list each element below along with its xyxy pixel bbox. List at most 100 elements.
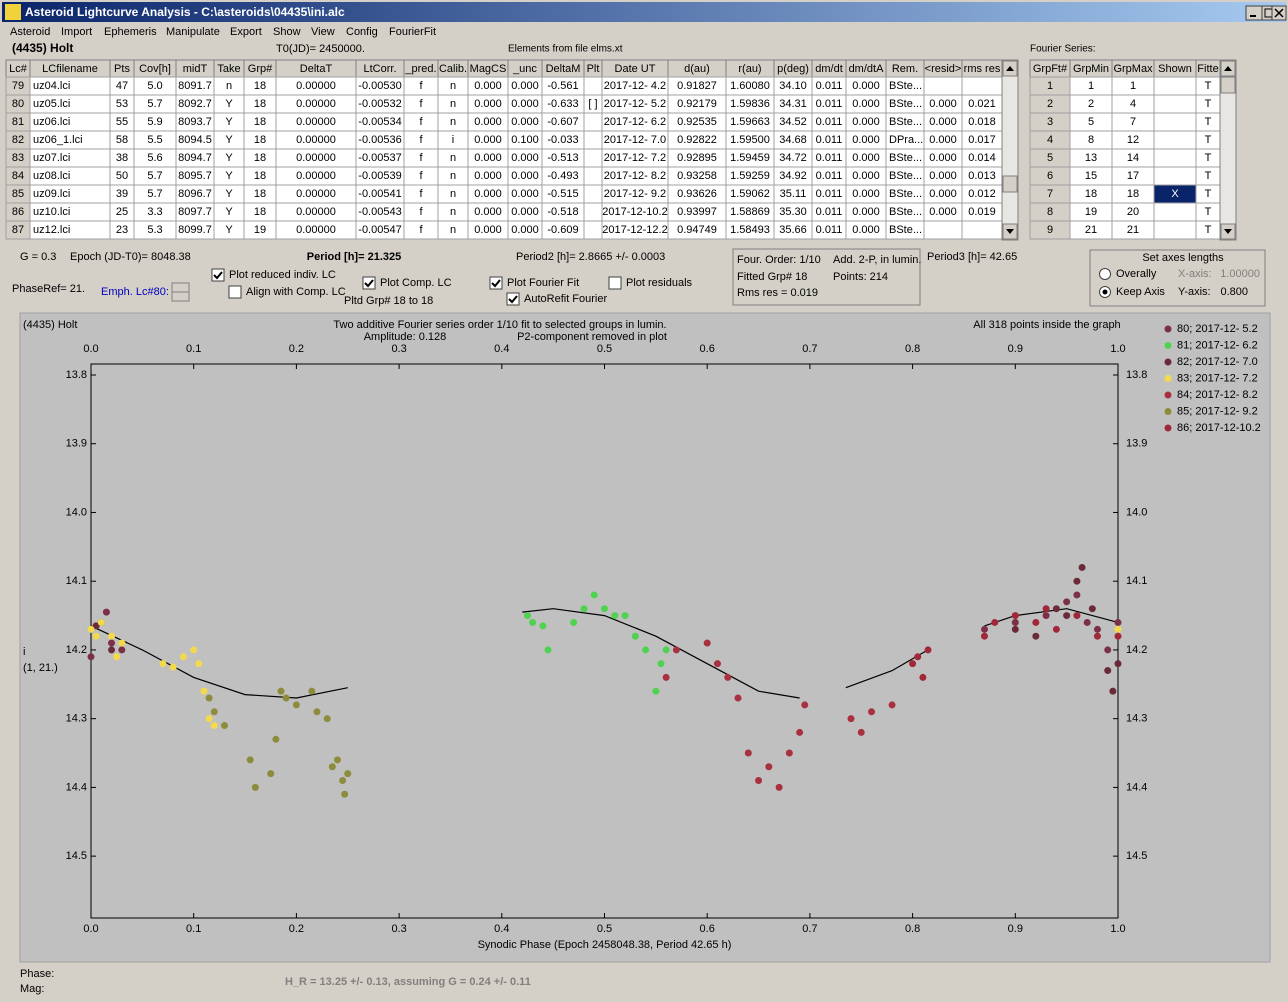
- scrollbar[interactable]: [1219, 59, 1237, 241]
- legend-label[interactable]: 83; 2017-12- 7.2: [1177, 372, 1258, 384]
- menu-item[interactable]: FourierFit: [389, 26, 436, 38]
- fourier-table[interactable]: GrpFt#123456789GrpMin12581315181921GrpMa…: [1029, 59, 1221, 240]
- cell[interactable]: [961, 76, 1003, 96]
- cell[interactable]: [1153, 130, 1197, 150]
- radio[interactable]: [1099, 268, 1111, 280]
- x-tick-label: 0.5: [597, 343, 612, 355]
- data-point: [118, 646, 126, 654]
- cell-text: 0.000: [929, 206, 957, 218]
- data-point: [179, 653, 187, 661]
- cell-text: 0.013: [968, 170, 996, 182]
- column-header: Date UT: [615, 63, 656, 75]
- window-buttons[interactable]: [1245, 5, 1287, 21]
- cell-text: 0.000: [474, 80, 502, 92]
- menu-item[interactable]: View: [311, 26, 335, 38]
- scroll-thumb[interactable]: [1220, 76, 1236, 94]
- cell[interactable]: [961, 220, 1003, 240]
- icon: [1224, 229, 1232, 234]
- checkbox[interactable]: [362, 276, 376, 290]
- legend-label[interactable]: 86; 2017-12-10.2: [1177, 422, 1261, 434]
- cell[interactable]: [1153, 220, 1197, 240]
- menu-item[interactable]: Manipulate: [166, 26, 220, 38]
- legend-label[interactable]: 84; 2017-12- 8.2: [1177, 389, 1258, 401]
- menu-item[interactable]: Ephemeris: [104, 26, 157, 38]
- checkbox[interactable]: [608, 276, 622, 290]
- cell[interactable]: [583, 112, 603, 132]
- cell[interactable]: [583, 166, 603, 186]
- data-point: [888, 701, 896, 709]
- column-header: Take: [217, 63, 240, 75]
- column-header: Grp#: [248, 63, 273, 75]
- cell-text: 18: [254, 152, 266, 164]
- data-point: [590, 591, 598, 599]
- cell-text: n: [450, 116, 456, 128]
- cell-text: T: [1205, 188, 1212, 200]
- cell-text: 1.59259: [730, 170, 770, 182]
- checkbox[interactable]: [211, 268, 225, 282]
- scrollbar[interactable]: [1001, 59, 1019, 241]
- cell-text: uz10.lci: [33, 206, 70, 218]
- cell-text: 0.000: [511, 80, 539, 92]
- spin-down[interactable]: [171, 291, 190, 302]
- cell-text: 1.59500: [730, 134, 770, 146]
- cell[interactable]: [1153, 202, 1197, 222]
- menu-item[interactable]: Export: [230, 26, 262, 38]
- legend-marker: [1164, 391, 1172, 399]
- cell[interactable]: [923, 76, 963, 96]
- cell-text: 0.100: [511, 134, 539, 146]
- cell[interactable]: [583, 184, 603, 204]
- x-tick-label: 0.8: [905, 923, 920, 935]
- cell[interactable]: [583, 202, 603, 222]
- cell-text: 0.92179: [677, 98, 717, 110]
- cell-text: 0.011: [816, 170, 843, 182]
- cell-text: 8094.5: [178, 134, 212, 146]
- checkbox[interactable]: [489, 276, 503, 290]
- menu-item[interactable]: Show: [273, 26, 301, 38]
- cell-text: 87: [12, 224, 24, 236]
- legend-label[interactable]: 85; 2017-12- 9.2: [1177, 405, 1258, 417]
- lc-table[interactable]: Lc# 79 80 81 82 83 84 85 86 87 LCfilename uz04.lci u…: [5, 59, 1003, 240]
- cell-text: 5.5: [147, 134, 162, 146]
- cell-text: 5.6: [147, 152, 162, 164]
- menu-item[interactable]: Config: [346, 26, 378, 38]
- data-point: [775, 783, 783, 791]
- cell[interactable]: [583, 220, 603, 240]
- scroll-thumb[interactable]: [1002, 175, 1018, 193]
- cell[interactable]: [923, 220, 963, 240]
- checkbox[interactable]: [228, 285, 242, 299]
- cell-text: 86: [12, 206, 24, 218]
- cell-text: n: [450, 206, 456, 218]
- check-mark: [508, 295, 518, 304]
- spinner[interactable]: [171, 282, 190, 302]
- legend-label[interactable]: 82; 2017-12- 7.0: [1177, 356, 1258, 368]
- cell[interactable]: [1153, 148, 1197, 168]
- cell[interactable]: [1153, 166, 1197, 186]
- cell-text: 6: [1047, 170, 1053, 182]
- radio-label: Keep Axis: [1116, 286, 1165, 298]
- cell[interactable]: [1153, 112, 1197, 132]
- cell-text: 0.91827: [677, 80, 717, 92]
- cell-text: 8099.7: [178, 224, 212, 236]
- legend-label[interactable]: 81; 2017-12- 6.2: [1177, 339, 1258, 351]
- cell[interactable]: [1153, 76, 1197, 96]
- cell-text: 2017-12- 6.2: [604, 116, 666, 128]
- cell[interactable]: [583, 76, 603, 96]
- y-tick-label: 14.0: [1126, 506, 1147, 518]
- menu-item[interactable]: Asteroid: [10, 26, 50, 38]
- cell[interactable]: [583, 148, 603, 168]
- cell-text: 13: [1085, 152, 1097, 164]
- checkbox[interactable]: [506, 292, 520, 306]
- cell[interactable]: [1153, 94, 1197, 114]
- cell[interactable]: [583, 130, 603, 150]
- cell-text: 2017-12-12.2: [602, 224, 667, 236]
- legend-label[interactable]: 80; 2017-12- 5.2: [1177, 323, 1258, 335]
- menu-item[interactable]: Import: [61, 26, 92, 38]
- scroll-track: [1001, 59, 1019, 241]
- cell-text: 0.011: [816, 116, 843, 128]
- minimize-button[interactable]: [1245, 5, 1263, 21]
- data-point: [277, 687, 285, 695]
- spin-up[interactable]: [171, 282, 190, 293]
- data-point: [662, 646, 670, 654]
- cell-text: 18: [254, 170, 266, 182]
- data-point: [1011, 612, 1019, 620]
